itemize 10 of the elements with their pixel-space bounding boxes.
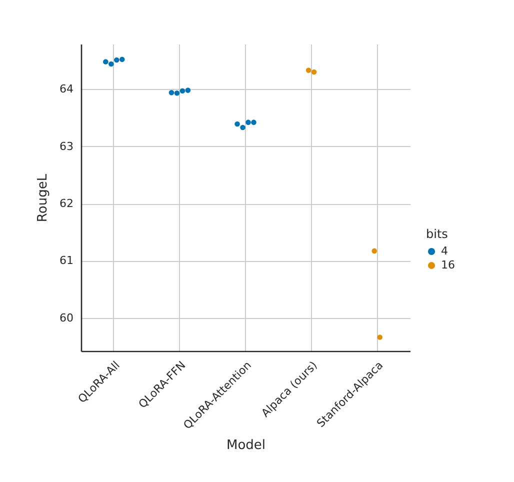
y-tick-label: 63 xyxy=(60,140,74,153)
legend-label: 16 xyxy=(441,258,455,272)
y-axis-title: RougeL xyxy=(36,173,51,222)
y-tick-label: 62 xyxy=(60,197,74,210)
x-axis-title: Model xyxy=(226,438,266,454)
legend-label: 4 xyxy=(441,244,448,258)
y-tick-label: 60 xyxy=(60,311,74,324)
y-tick-label: 64 xyxy=(60,82,74,96)
y-tick-label: 61 xyxy=(60,254,74,268)
legend-title: bits xyxy=(426,227,448,241)
